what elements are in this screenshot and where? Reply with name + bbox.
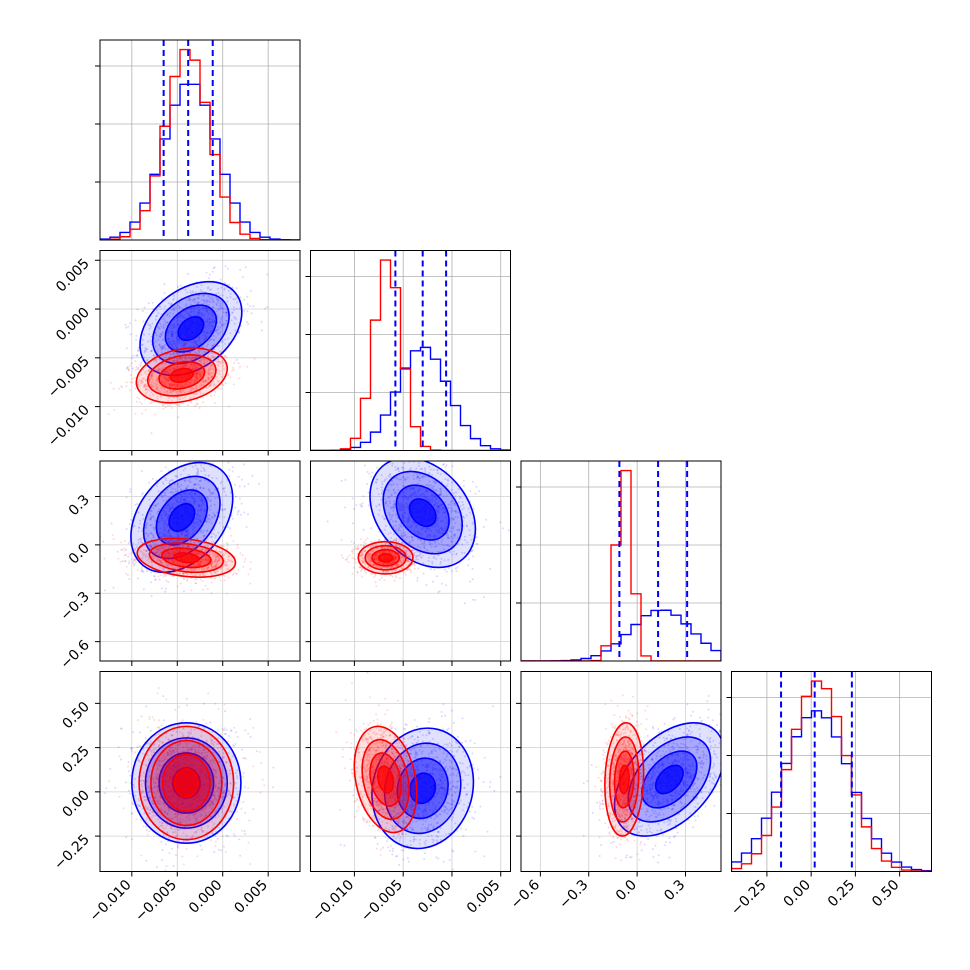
y-tick-label: 0.00 (59, 787, 92, 820)
histogram-panel (305, 250, 511, 451)
x-tick-label: 0.0 (613, 877, 640, 904)
y-tick-label: 0.0 (66, 540, 93, 567)
scatter-panel: −0.010−0.005 0.000 0.005 (45, 250, 301, 456)
y-tick-label: −0.25 (51, 832, 93, 874)
density-contour-blue (654, 764, 684, 795)
x-tick-label: −0.010 (309, 877, 357, 925)
density-contour-red (377, 552, 394, 563)
panel-frame (310, 250, 511, 451)
y-tick-label: 0.25 (59, 743, 92, 776)
x-tick-label: 0.50 (869, 877, 902, 910)
histogram-blue (731, 710, 932, 872)
y-tick-label: 0.000 (53, 305, 93, 345)
panel-frame (731, 671, 932, 872)
density-contour-red (377, 765, 395, 794)
histogram-red (100, 48, 300, 240)
scatter-panel: −0.6 −0.3 0.0 0.3 (508, 671, 722, 912)
histogram-blue (521, 609, 721, 661)
panel-frame (310, 460, 511, 662)
density-contour-blue (177, 316, 205, 342)
y-tick-label: 0.50 (59, 699, 92, 732)
density-contour-blue (168, 502, 196, 532)
x-tick-label: −0.010 (87, 877, 135, 925)
x-tick-label: 0.000 (186, 877, 226, 917)
panel-frame (310, 671, 511, 872)
y-tick-label: 0.005 (53, 256, 93, 296)
histogram-red (731, 680, 932, 872)
density-contour-red (173, 552, 200, 564)
y-tick-label: −0.6 (57, 637, 92, 672)
y-tick-label: −0.005 (45, 353, 93, 401)
y-tick-label: −0.3 (57, 589, 92, 624)
panel-frame (520, 460, 722, 662)
scatter-panel: −0.6 −0.3 0.0 0.3 (57, 460, 301, 673)
y-tick-label: 0.3 (66, 492, 93, 519)
x-tick-label: 0.005 (464, 877, 504, 917)
histogram-red (521, 469, 721, 661)
scatter-panel: −0.010−0.005 0.000 0.005 −0.25 0.00 0.25 0.50 (51, 671, 301, 925)
x-tick-label: 0.25 (825, 877, 858, 910)
x-tick-label: −0.005 (358, 877, 406, 925)
x-tick-label: −0.6 (508, 877, 543, 912)
x-tick-label: 0.3 (661, 877, 688, 904)
density-contour-red (173, 768, 199, 798)
y-tick-label: −0.010 (45, 402, 93, 450)
panel-frame (99, 39, 301, 241)
histogram-panel: −0.25 0.00 0.25 0.50 (726, 671, 932, 919)
density-contour-blue (408, 498, 437, 528)
panel-frame (99, 671, 301, 872)
panel-frame (520, 671, 722, 872)
density-contour-red (618, 764, 630, 795)
histogram-blue (100, 83, 300, 240)
x-tick-label: 0.00 (781, 877, 814, 910)
x-tick-label: −0.005 (132, 877, 180, 925)
x-tick-label: 0.005 (231, 877, 271, 917)
x-tick-label: −0.3 (556, 877, 591, 912)
panel-frame (99, 460, 301, 662)
scatter-panel (305, 460, 511, 666)
histogram-panel (95, 39, 301, 241)
density-contour-red (169, 367, 194, 384)
panel-frame (99, 250, 301, 451)
histogram-panel (516, 460, 722, 662)
x-tick-label: 0.000 (415, 877, 455, 917)
x-tick-label: −0.25 (728, 877, 770, 919)
